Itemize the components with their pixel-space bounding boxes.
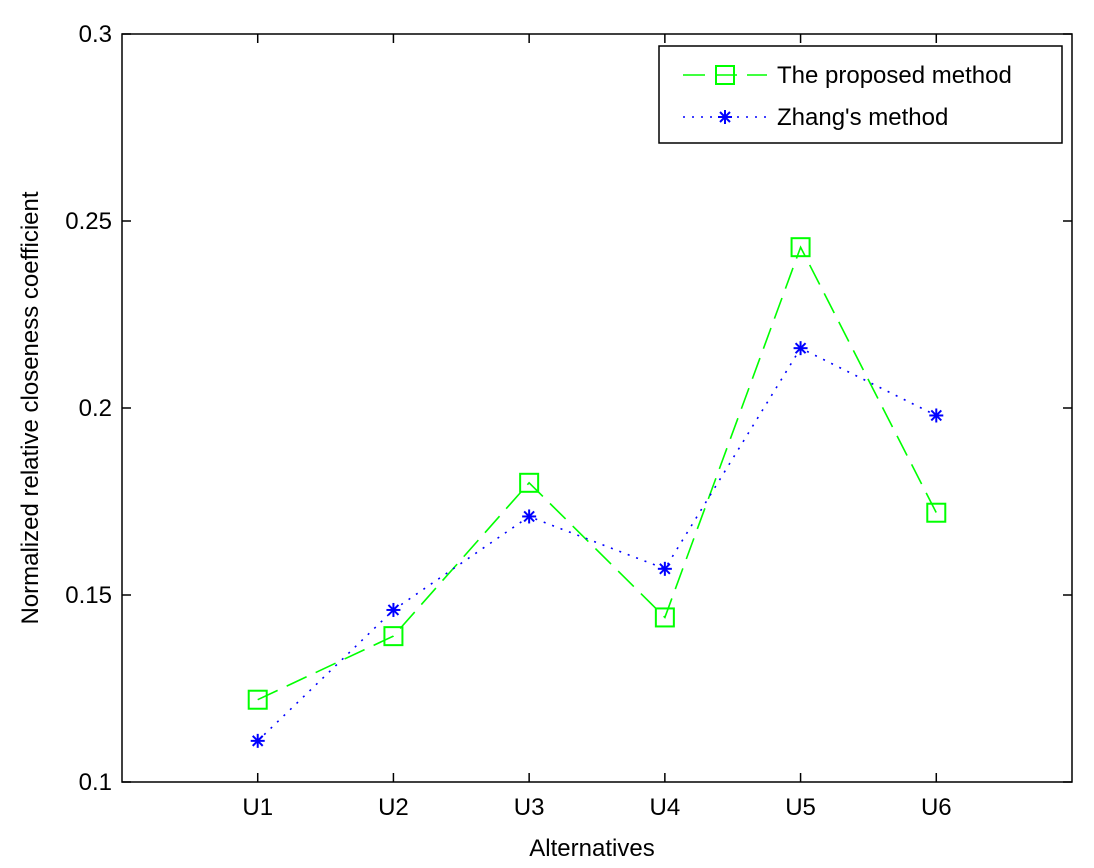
plot-frame xyxy=(121,33,1073,783)
legend-marker xyxy=(715,65,735,85)
data-point xyxy=(657,561,672,576)
x-tick-label: U2 xyxy=(378,794,409,821)
data-point xyxy=(790,237,811,258)
y-tick-label: 0.2 xyxy=(79,395,112,422)
legend-marker xyxy=(718,110,732,124)
plot-area xyxy=(122,34,1072,782)
x-axis-title: Alternatives xyxy=(529,835,654,862)
x-tick-label: U1 xyxy=(242,794,273,821)
y-tick-label: 0.3 xyxy=(79,21,112,48)
data-point xyxy=(247,689,268,710)
data-point xyxy=(522,509,537,524)
data-point xyxy=(519,472,540,493)
marker-stroke xyxy=(523,510,535,523)
data-series xyxy=(247,237,947,748)
marker-stroke xyxy=(719,111,731,123)
tick-labels: 0.1 0.15 0.2 0.25 0.3 U1 U2 U3 U4 U5 U6 xyxy=(65,21,951,821)
x-tick-label: U3 xyxy=(514,794,545,821)
y-axis-title: Normalized relative closeness coefficien… xyxy=(17,191,44,624)
legend-label: Zhang's method xyxy=(777,104,948,131)
marker-stroke xyxy=(930,409,942,422)
marker-stroke xyxy=(794,342,807,354)
x-tick-label: U6 xyxy=(921,794,952,821)
data-point xyxy=(926,502,947,523)
data-point xyxy=(929,408,944,423)
legend-box xyxy=(658,45,1063,144)
y-tick-label: 0.1 xyxy=(79,769,112,796)
legend-label: The proposed method xyxy=(777,62,1012,89)
y-tick-label: 0.25 xyxy=(65,208,112,235)
data-point xyxy=(654,607,675,628)
marker-stroke xyxy=(659,563,671,575)
y-tick-label: 0.15 xyxy=(65,582,112,609)
data-point xyxy=(793,341,808,356)
x-tick-label: U5 xyxy=(785,794,816,821)
data-point xyxy=(250,733,265,748)
data-point xyxy=(386,602,401,617)
series-line-1 xyxy=(257,245,938,701)
marker-stroke xyxy=(252,735,264,747)
legend: The proposed method Zhang's method xyxy=(658,45,1063,144)
data-point xyxy=(383,626,404,647)
marker-stroke xyxy=(387,604,400,616)
x-tick-label: U4 xyxy=(650,794,681,821)
series-line-2 xyxy=(257,347,937,742)
